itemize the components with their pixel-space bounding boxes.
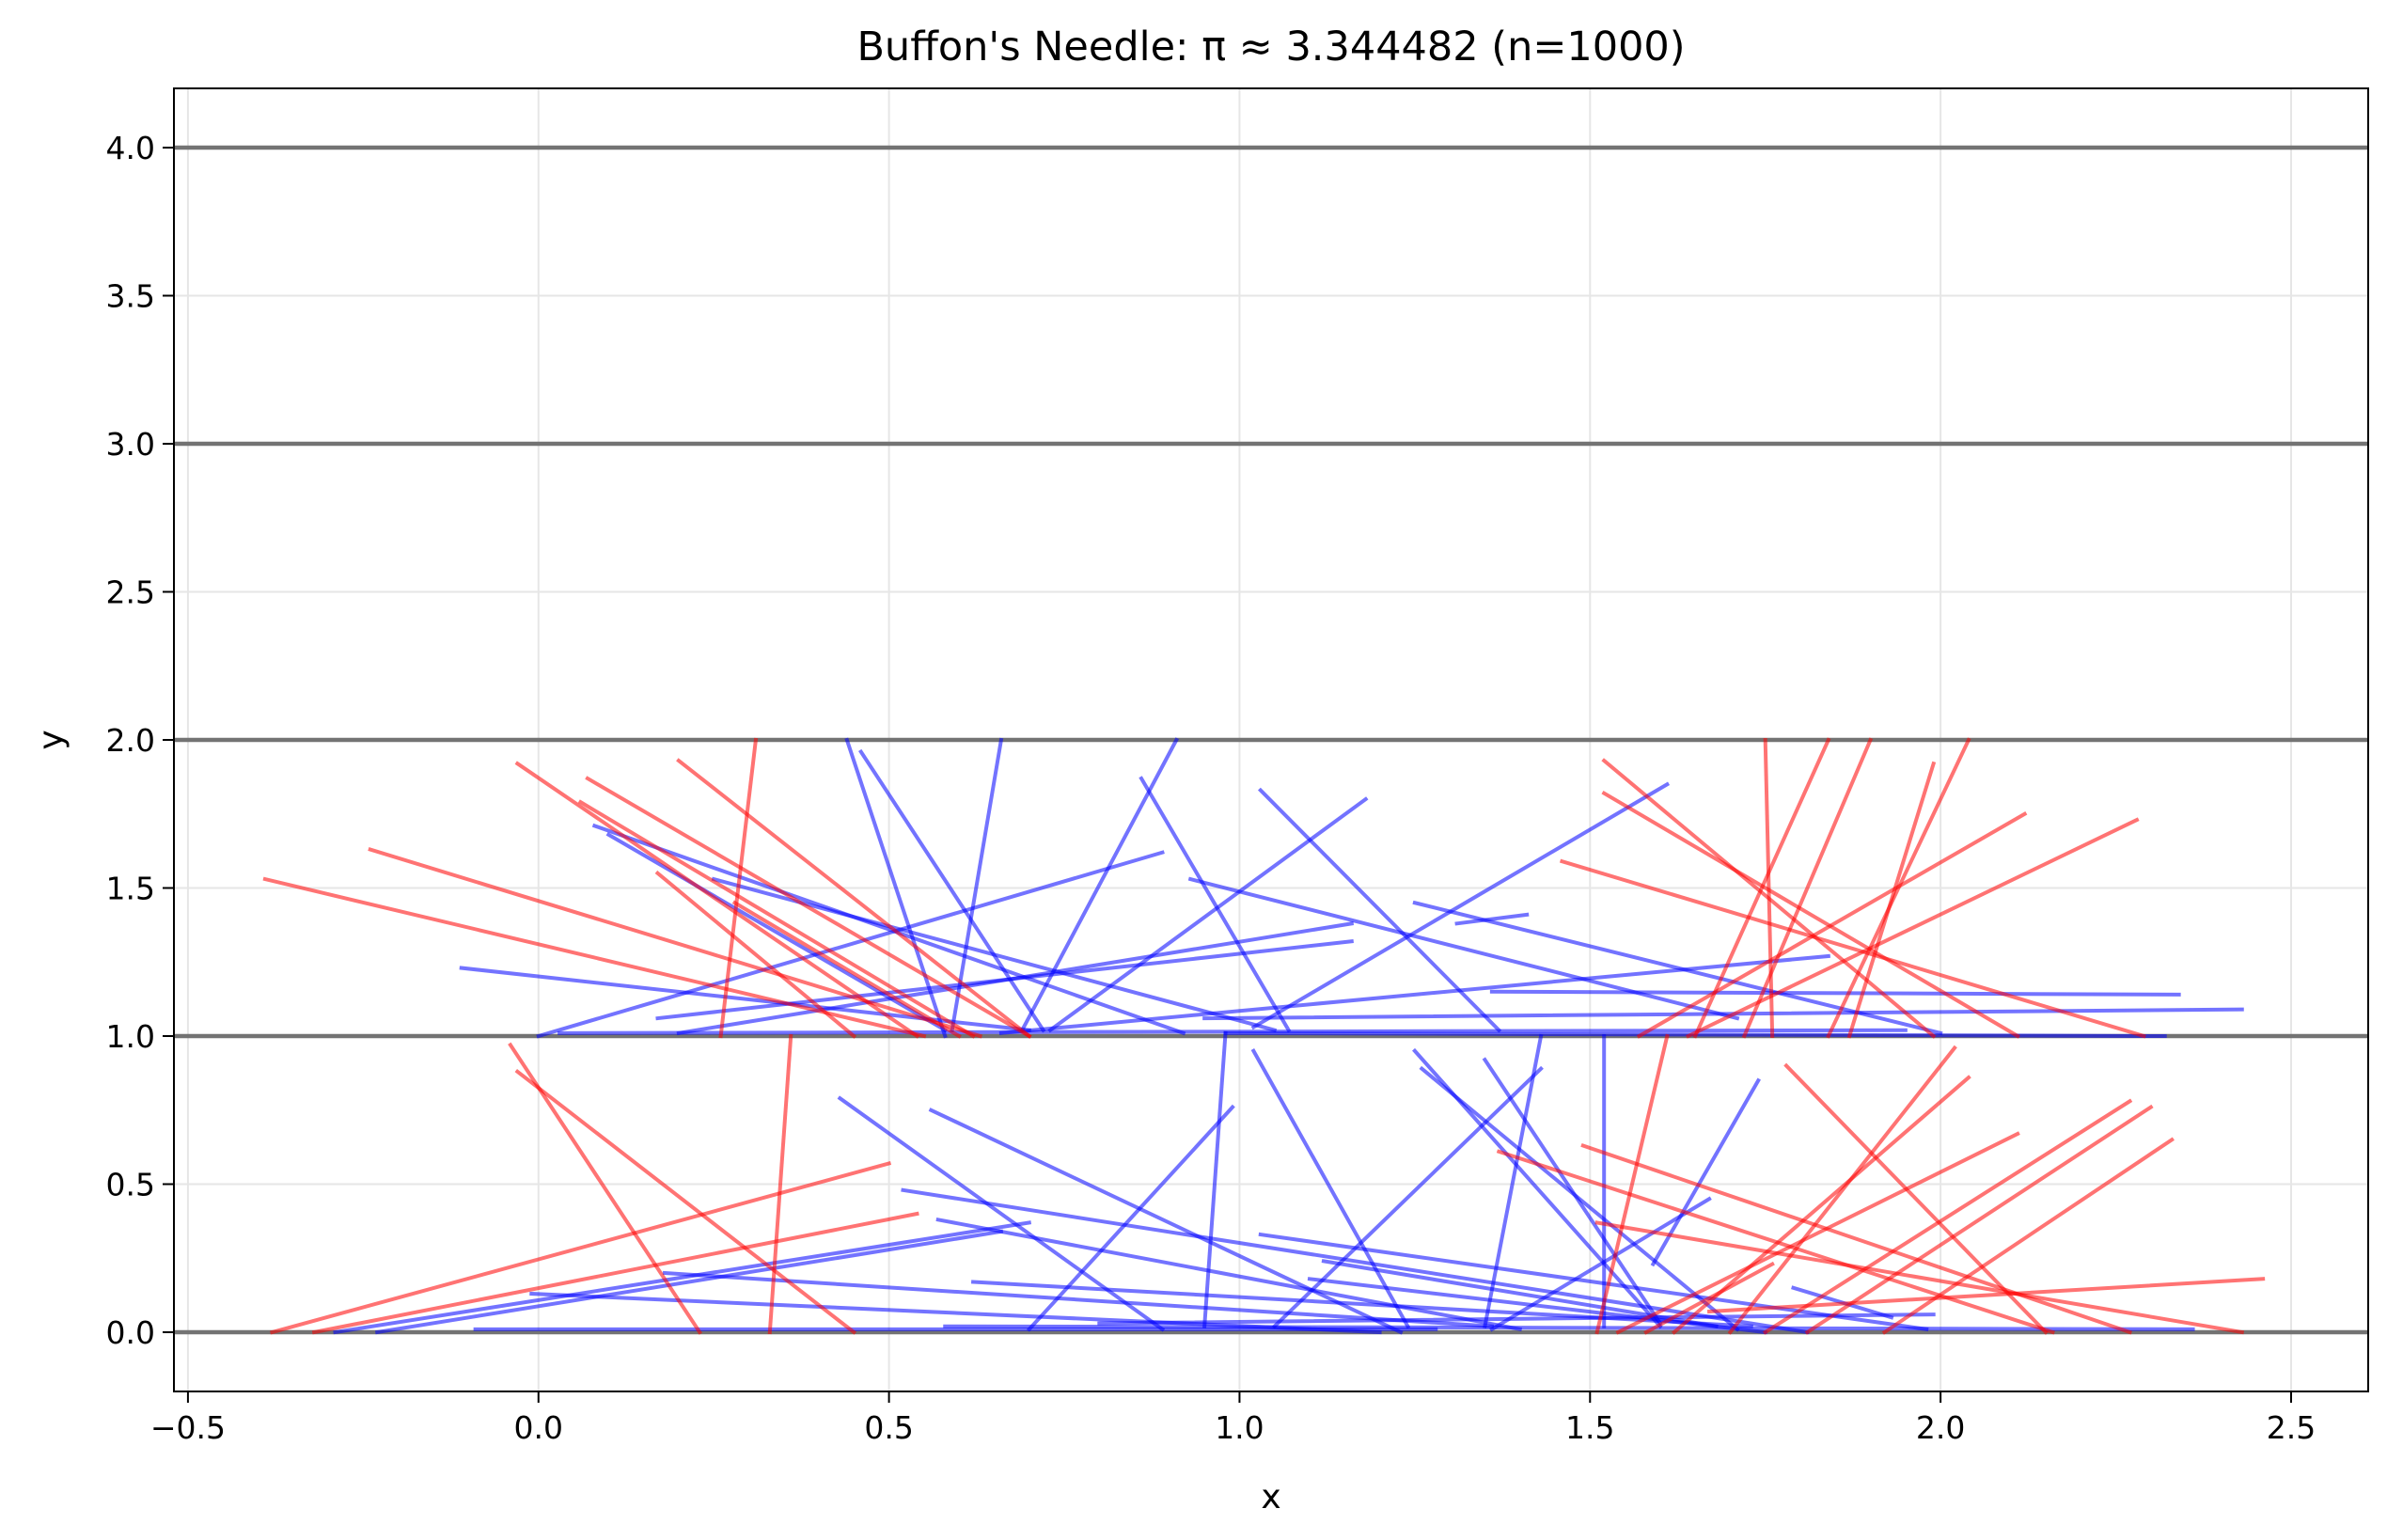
needle-non-crossing <box>1202 1007 2244 1021</box>
needle-crossing <box>1692 737 1831 1039</box>
needle-non-crossing <box>1454 912 1530 926</box>
y-tick-label: 0.0 <box>106 1314 155 1351</box>
y-tick-label: 4.0 <box>106 130 155 166</box>
y-axis-ticks: 0.0 0.5 1.0 1.5 2.0 2.5 3.0 3.5 4.0 <box>106 130 174 1351</box>
needle-crossing <box>1615 1131 2020 1335</box>
x-tick-label: −0.5 <box>150 1409 226 1446</box>
needle-crossing <box>1636 811 2028 1039</box>
y-tick-label: 1.0 <box>106 1018 155 1055</box>
needle-non-crossing <box>1489 989 2181 997</box>
needle-crossing <box>1763 737 1775 1039</box>
needle-crossing <box>1762 1098 2133 1335</box>
needle-non-crossing <box>333 1220 1032 1335</box>
needle-crossing <box>1686 817 2140 1039</box>
non-crossing-needles <box>333 737 2244 1335</box>
needle-crossing <box>585 776 1032 1039</box>
needle-non-crossing <box>662 1270 1495 1328</box>
needle-crossing <box>654 870 857 1039</box>
needle-crossing <box>1601 790 2020 1039</box>
needle-crossing <box>676 758 1032 1039</box>
x-tick-label: 0.0 <box>514 1409 563 1446</box>
needle-non-crossing <box>536 850 1165 1039</box>
y-tick-label: 3.5 <box>106 278 155 315</box>
needle-non-crossing <box>901 1187 1810 1335</box>
needle-non-crossing <box>943 1324 2195 1331</box>
needle-non-crossing <box>1187 876 1740 1021</box>
needle-crossing <box>1643 1261 1775 1335</box>
x-tick-label: 0.5 <box>864 1409 913 1446</box>
needle-crossing <box>1580 1143 2133 1335</box>
x-tick-label: 1.5 <box>1565 1409 1614 1446</box>
needle-non-crossing <box>374 1229 1004 1335</box>
needle-crossing <box>262 876 927 1039</box>
needle-non-crossing <box>591 823 1186 1036</box>
needle-crossing <box>718 737 759 1039</box>
needle-crossing <box>577 799 976 1039</box>
needle-crossing <box>269 1160 892 1335</box>
needle-non-crossing <box>1250 781 1671 1030</box>
needle-non-crossing <box>1258 1232 1929 1332</box>
needle-crossing <box>311 1211 919 1335</box>
x-axis-label: x <box>1261 1478 1280 1516</box>
needle-crossing <box>1496 1149 2055 1335</box>
y-axis-label: y <box>32 730 71 749</box>
y-tick-label: 1.5 <box>106 871 155 907</box>
y-tick-label: 2.5 <box>106 574 155 611</box>
x-tick-label: 2.5 <box>2267 1409 2316 1446</box>
crossing-needles <box>262 737 2266 1335</box>
needle-non-crossing <box>1483 1033 1544 1329</box>
y-tick-label: 0.5 <box>106 1167 155 1203</box>
needle-crossing <box>1727 1045 1957 1335</box>
needle-crossing <box>1741 737 1874 1039</box>
needle-crossing <box>514 761 920 1039</box>
needle-non-crossing <box>998 953 1830 1036</box>
needle-crossing <box>1594 1033 1670 1335</box>
y-tick-label: 3.0 <box>106 426 155 463</box>
needle-crossing <box>514 1068 857 1335</box>
needle-crossing <box>368 847 983 1039</box>
needle-crossing <box>767 1033 793 1335</box>
needle-non-crossing <box>935 1217 1523 1332</box>
needle-non-crossing <box>1047 796 1369 1033</box>
needle-non-crossing <box>858 748 1046 1033</box>
needle-non-crossing <box>1019 737 1180 1033</box>
needle-crossing <box>1706 1277 2266 1314</box>
needle-non-crossing <box>1026 1104 1235 1332</box>
needle-non-crossing <box>1139 776 1292 1033</box>
needle-non-crossing <box>1489 1196 1712 1332</box>
needle-crossing <box>1804 1104 2154 1335</box>
x-tick-label: 1.0 <box>1215 1409 1264 1446</box>
needle-non-crossing <box>1271 1065 1544 1329</box>
x-tick-label: 2.0 <box>1916 1409 1965 1446</box>
needle-non-crossing <box>1250 1048 1411 1329</box>
needle-non-crossing <box>676 921 1355 1036</box>
needle-non-crossing <box>1307 1277 1767 1335</box>
needle-crossing <box>1559 858 2146 1039</box>
needle-non-crossing <box>928 1108 1404 1335</box>
x-axis-ticks: −0.5 0.0 0.5 1.0 1.5 2.0 2.5 <box>150 1391 2316 1446</box>
y-tick-label: 2.0 <box>106 722 155 759</box>
needle-crossing <box>731 900 962 1039</box>
needle-crossing <box>1594 1220 2245 1335</box>
needle-non-crossing <box>1202 1030 1228 1328</box>
chart-title: Buffon's Needle: π ≈ 3.344482 (n=1000) <box>856 24 1685 71</box>
needle-non-crossing <box>1482 1057 1663 1327</box>
